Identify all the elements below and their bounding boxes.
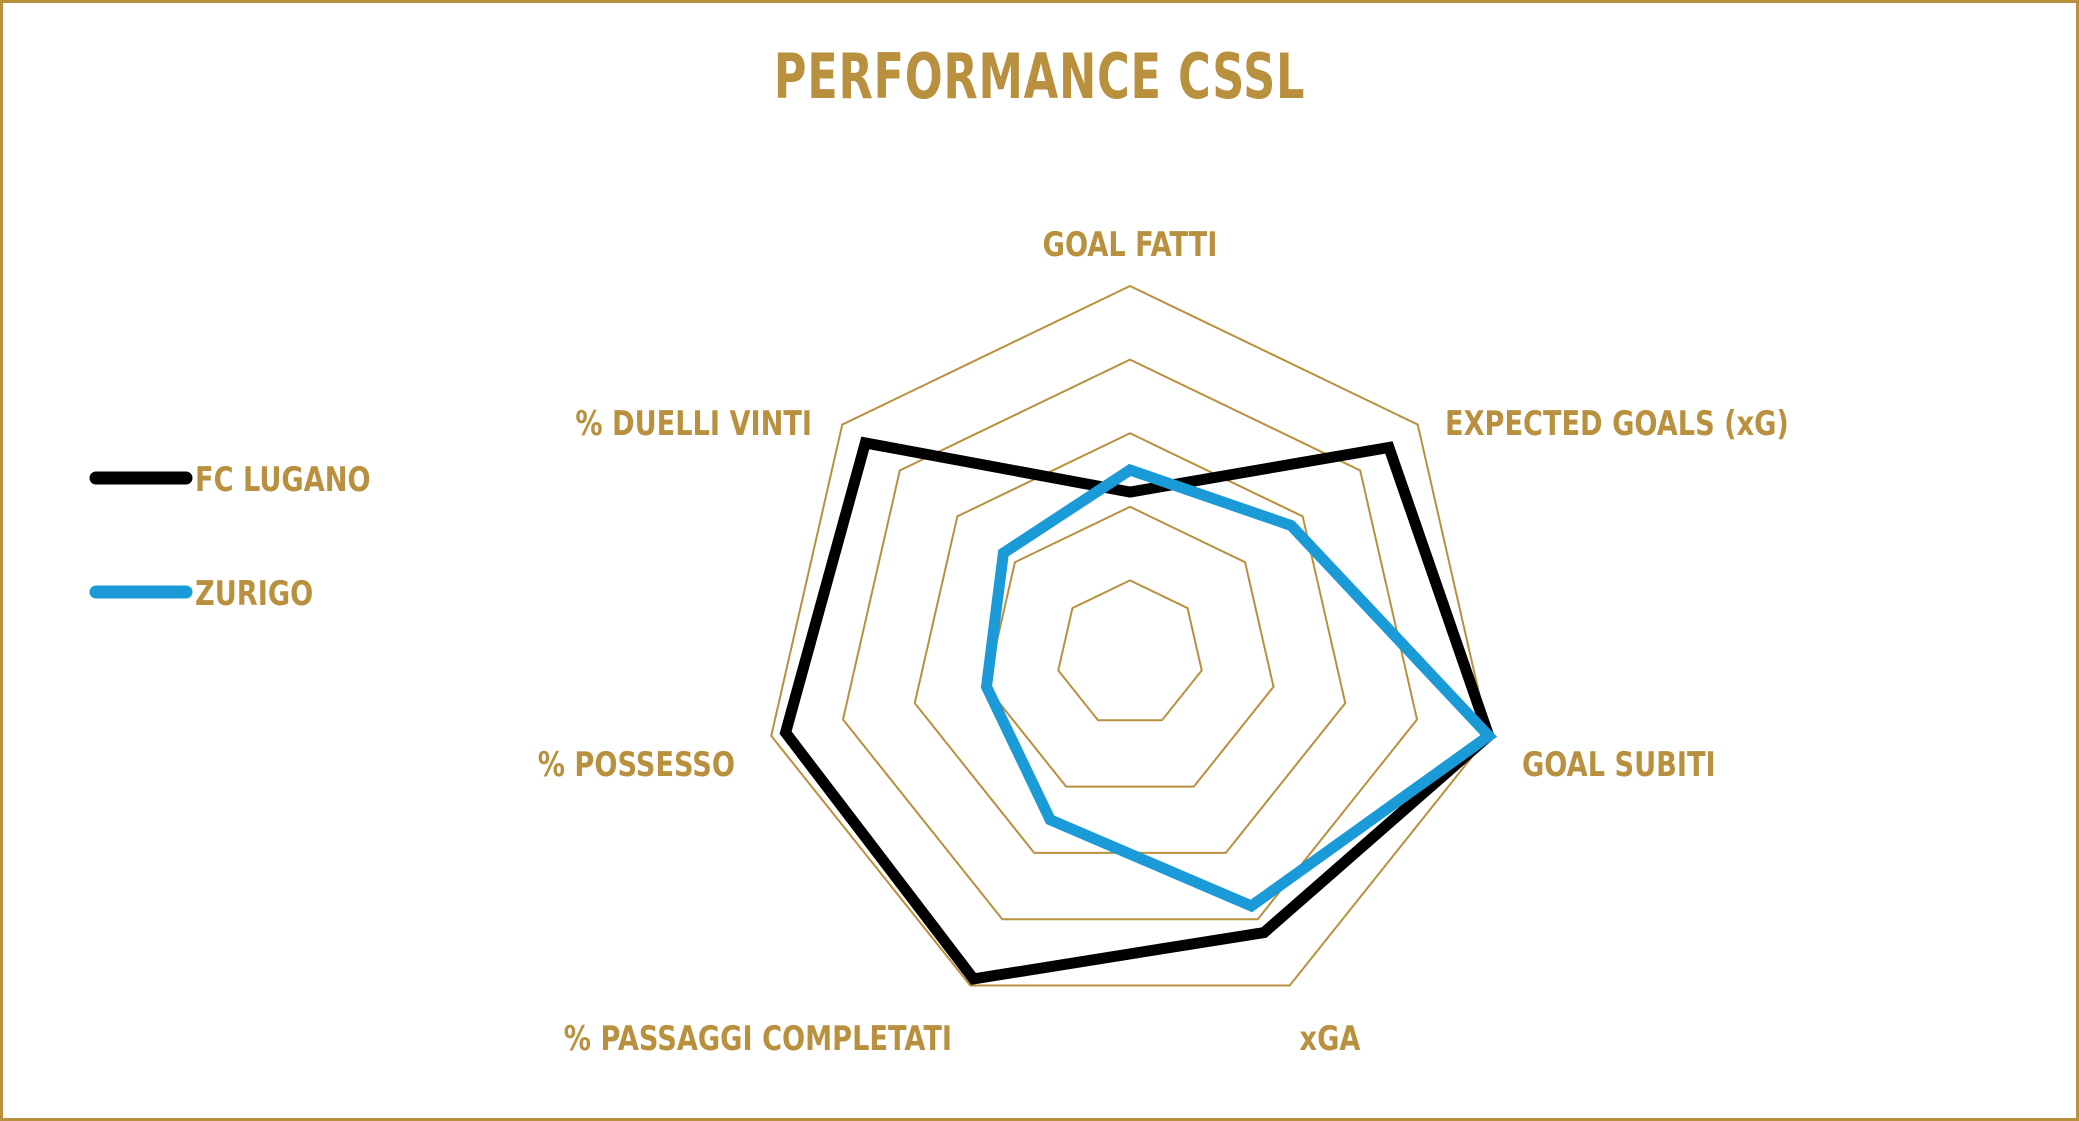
legend-label-fc-lugano: FC LUGANO bbox=[195, 460, 371, 500]
radar-grid bbox=[770, 284, 1490, 987]
grid-ring-4 bbox=[841, 358, 1419, 921]
grid-ring-5 bbox=[770, 284, 1490, 987]
series-zurigo-line bbox=[980, 463, 1498, 913]
series-fc-lugano-line bbox=[779, 436, 1496, 985]
axis-label-possesso: % POSSESSO bbox=[538, 745, 735, 785]
axis-labels: GOAL FATTI EXPECTED GOALS (xG) GOAL SUBITI… bbox=[538, 225, 1789, 1059]
chart-title: PERFORMANCE CSSL bbox=[773, 40, 1306, 113]
radar-series bbox=[779, 436, 1498, 985]
axis-label-goal-fatti: GOAL FATTI bbox=[1043, 225, 1218, 265]
axis-label-goal-subiti: GOAL SUBITI bbox=[1522, 745, 1716, 785]
axis-label-expected-goals-xg: EXPECTED GOALS (xG) bbox=[1445, 404, 1789, 444]
axis-label-duelli-vinti: % DUELLI VINTI bbox=[575, 404, 812, 444]
legend-label-zurigo: ZURIGO bbox=[195, 574, 313, 614]
grid-ring-1 bbox=[1057, 579, 1203, 722]
axis-label-xga: xGA bbox=[1300, 1019, 1361, 1059]
grid-ring-2 bbox=[985, 505, 1275, 788]
axis-label-passaggi-completati: % PASSAGGI COMPLETATI bbox=[564, 1019, 952, 1059]
legend: FC LUGANO ZURIGO bbox=[89, 460, 371, 614]
